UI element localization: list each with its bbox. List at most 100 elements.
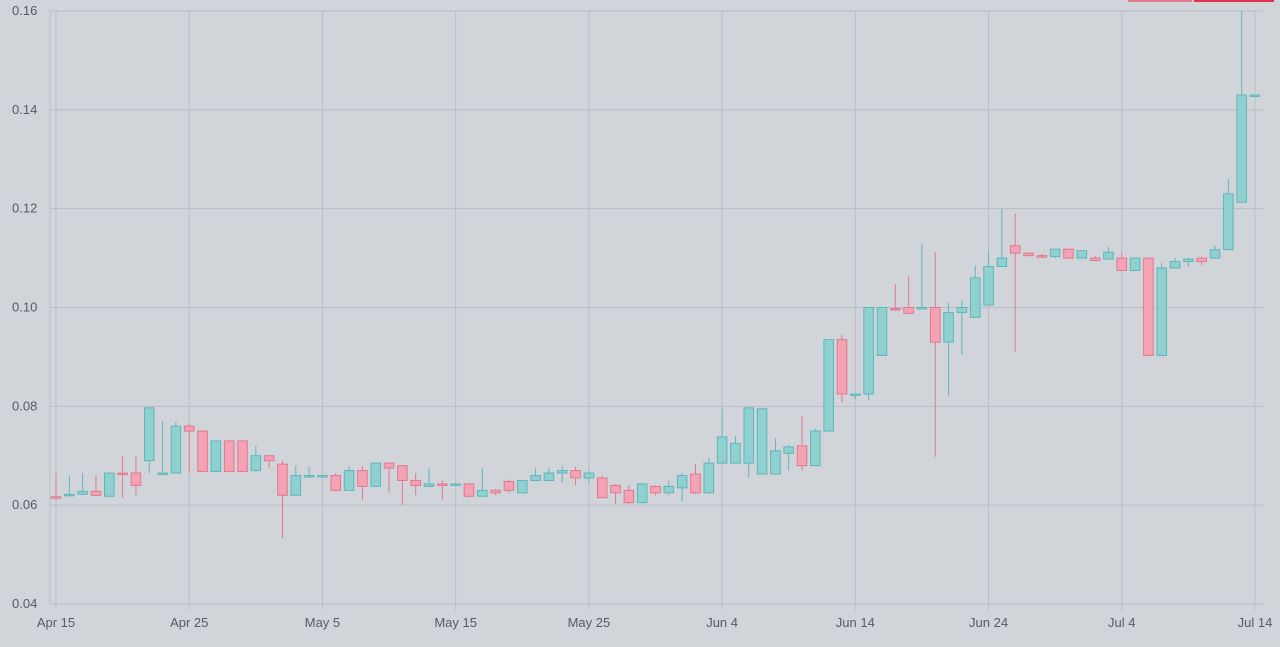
candle (50, 473, 62, 499)
candle (77, 473, 88, 496)
candle-body (157, 472, 168, 476)
candle-body (383, 462, 395, 469)
candle (1169, 258, 1181, 269)
candle-body (437, 483, 448, 486)
candle-body (690, 473, 701, 494)
candle-body (743, 407, 755, 464)
candle-body (317, 475, 328, 478)
candle-body (1009, 245, 1021, 254)
candles (50, 11, 1261, 539)
candle-body (1209, 249, 1221, 259)
candle (90, 475, 102, 497)
candle (929, 252, 941, 457)
candle-body (450, 483, 461, 486)
candle-body (956, 307, 968, 313)
candle (1156, 263, 1168, 356)
candle-body (983, 265, 994, 306)
y-axis-tick-labels: 0.16 0.14 0.12 0.10 0.08 0.06 0.04 (12, 3, 37, 611)
candle-body (303, 475, 315, 478)
candle-body (876, 307, 888, 356)
candle (290, 465, 302, 496)
candle-body (103, 472, 115, 497)
candle-body (1236, 94, 1247, 203)
candle (103, 472, 115, 498)
candle-body (463, 483, 475, 497)
candle-body (1103, 251, 1114, 260)
candle (996, 208, 1008, 267)
candle-body (477, 489, 488, 497)
candle (303, 466, 315, 478)
candle-body (663, 485, 675, 494)
candle (623, 485, 635, 504)
candle-body (943, 311, 954, 343)
candle-body (836, 339, 848, 395)
candle (716, 408, 728, 464)
candle-body (1143, 257, 1154, 356)
candle (277, 460, 288, 539)
candle-body (1183, 258, 1194, 263)
candle-body (277, 463, 288, 496)
candle (370, 462, 382, 487)
y-tick-label: 0.06 (12, 497, 37, 512)
candle-body (357, 470, 368, 487)
candle (943, 302, 954, 397)
candle-body (1076, 250, 1088, 259)
candle (64, 475, 75, 497)
candle-body (636, 483, 648, 504)
candle (157, 421, 168, 476)
x-tick-label: May 25 (568, 615, 611, 630)
candle (1049, 248, 1061, 259)
candle (836, 334, 848, 403)
candle-body (197, 430, 208, 473)
candle-body (756, 408, 768, 475)
candle (1103, 247, 1114, 260)
candle (543, 468, 555, 482)
candle (463, 482, 475, 498)
candle (530, 468, 541, 482)
candle-body (716, 436, 728, 464)
candle-body (1223, 193, 1234, 251)
candle-body (50, 496, 62, 499)
grid-lines (50, 10, 1263, 610)
y-tick-label: 0.14 (12, 102, 37, 117)
candle (170, 422, 182, 474)
candle-body (64, 493, 75, 497)
candle-body (237, 440, 248, 473)
legend-up-swatch (1128, 0, 1192, 2)
candle-body (676, 475, 688, 489)
candle (556, 465, 568, 483)
x-tick-label: Jul 4 (1108, 615, 1135, 630)
candle (343, 465, 355, 491)
candle (663, 480, 675, 496)
candle-body (210, 440, 222, 473)
candle (650, 485, 661, 496)
candle (503, 479, 515, 493)
candle (703, 458, 715, 494)
candle-body (90, 490, 102, 496)
candle-body (916, 307, 928, 310)
candle-body (1036, 255, 1048, 258)
candle-body (783, 446, 795, 454)
candle-body (650, 485, 661, 494)
candle (490, 489, 501, 496)
candle-body (596, 477, 608, 499)
candle (810, 428, 821, 467)
candle (1223, 179, 1234, 251)
candle-body (1116, 257, 1128, 271)
candle (237, 440, 248, 473)
candle (477, 468, 488, 497)
candle-body (1023, 252, 1034, 257)
candle-body (796, 445, 808, 467)
candle-body (516, 479, 528, 494)
candle-body (410, 479, 421, 486)
candle-body (1089, 257, 1101, 262)
candle (863, 307, 874, 401)
candle-body (183, 425, 195, 432)
candle (263, 455, 275, 469)
candle-body (290, 475, 302, 496)
candle (916, 243, 928, 310)
candle (1236, 11, 1247, 203)
candle (1009, 213, 1021, 352)
candle (903, 276, 914, 314)
candle (183, 423, 195, 474)
